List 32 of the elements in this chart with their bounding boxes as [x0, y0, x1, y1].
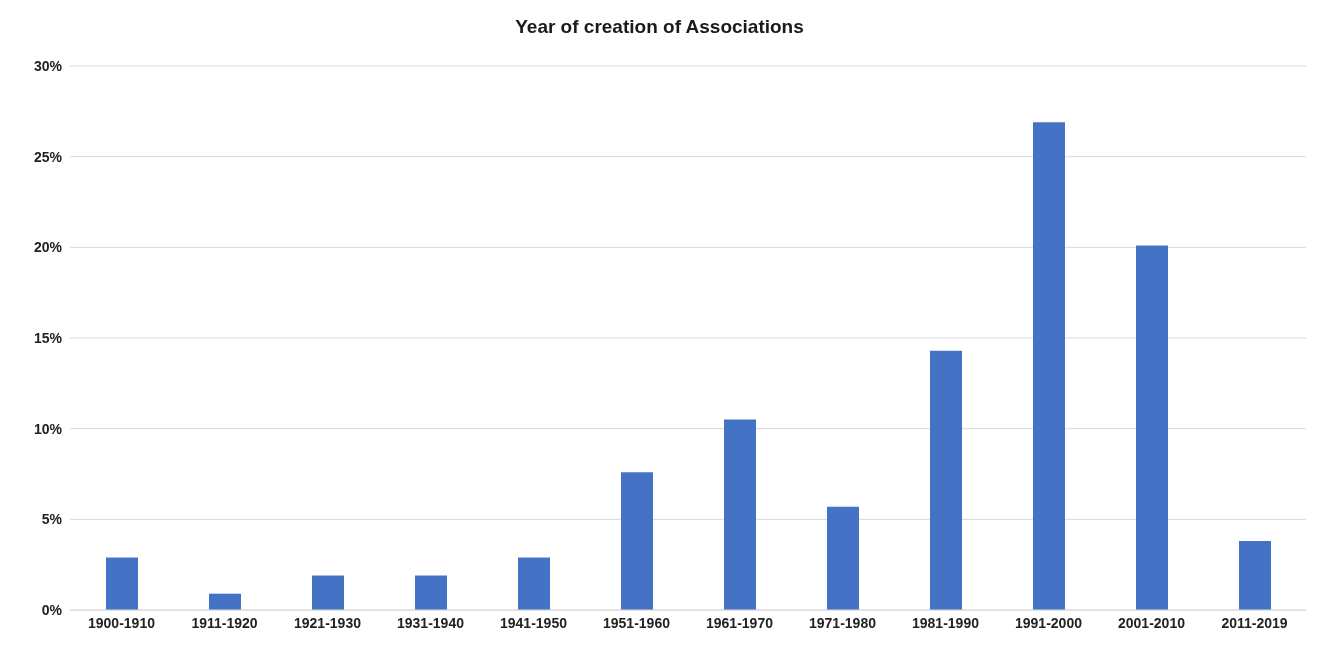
x-tick-label: 1961-1970 — [706, 614, 774, 631]
bar — [415, 575, 447, 610]
x-tick-label: 1941-1950 — [500, 614, 568, 631]
bar — [724, 419, 756, 610]
bar — [621, 472, 653, 610]
x-tick-label: 1991-2000 — [1015, 614, 1083, 631]
bar — [106, 557, 138, 610]
chart-title: Year of creation of Associations — [514, 15, 805, 39]
x-tick-label: 1900-1910 — [88, 614, 156, 631]
x-tick-label: 1911-1920 — [191, 614, 258, 631]
x-tick-label: 1971-1980 — [809, 614, 877, 631]
y-tick-label: 15% — [33, 329, 63, 346]
y-tick-label: 10% — [33, 420, 63, 437]
x-tick-label: 1981-1990 — [912, 614, 980, 631]
bar — [518, 557, 550, 610]
x-tick-label: 1921-1930 — [294, 614, 362, 631]
x-tick-label: 2001-2010 — [1118, 614, 1186, 631]
x-tick-label: 1931-1940 — [397, 614, 465, 631]
bar — [209, 593, 241, 610]
y-tick-label: 0% — [41, 601, 63, 618]
y-tick-label: 20% — [33, 239, 63, 256]
bar — [1239, 541, 1271, 610]
x-tick-label: 2011-2019 — [1221, 614, 1288, 631]
y-tick-label: 5% — [41, 511, 63, 528]
bar — [1033, 122, 1065, 610]
y-tick-label: 30% — [33, 57, 63, 74]
y-tick-label: 25% — [33, 148, 63, 165]
bar — [312, 575, 344, 610]
bar — [1136, 245, 1168, 610]
x-tick-label: 1951-1960 — [603, 614, 671, 631]
bar — [827, 506, 859, 610]
bar — [930, 350, 962, 610]
